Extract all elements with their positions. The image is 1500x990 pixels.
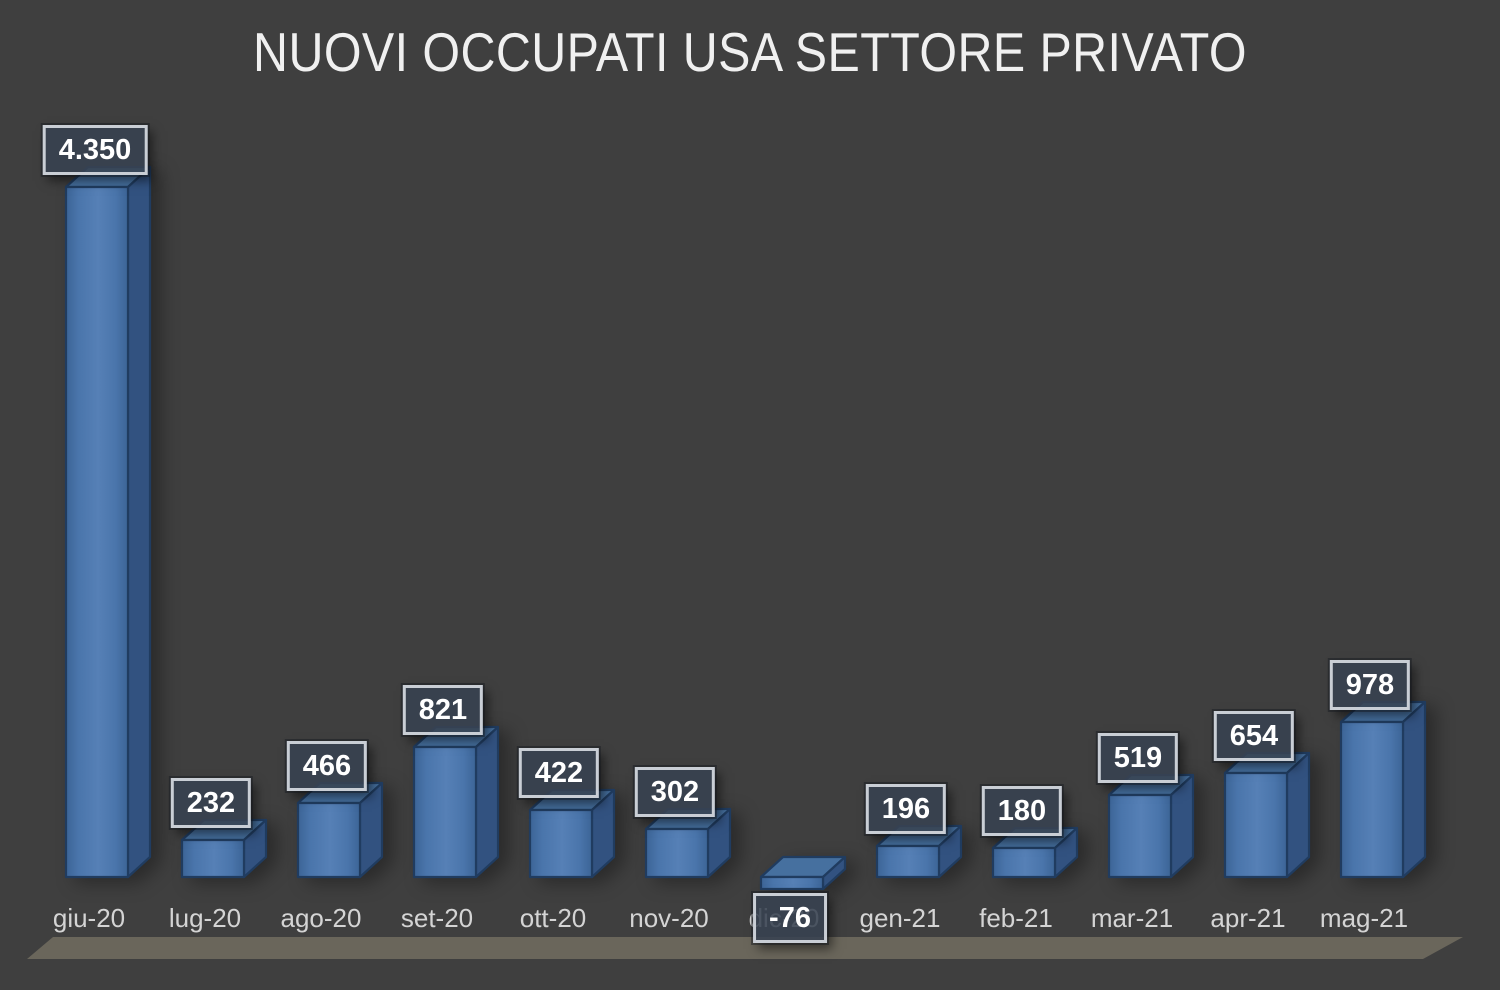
bar-value-label: 302	[634, 767, 716, 817]
bar-3d	[296, 781, 384, 879]
bar-front-face	[875, 844, 941, 879]
category-label: lug-20	[168, 903, 242, 933]
chart-floor-3d	[27, 937, 1463, 959]
bar-front-face	[412, 745, 478, 879]
bar-3d	[1339, 700, 1427, 879]
bar-side-face	[1401, 700, 1427, 879]
category-label: feb-21	[979, 903, 1053, 933]
category-label: nov-20	[629, 903, 709, 933]
bar-front-face	[644, 827, 710, 879]
bar-value-label: 821	[402, 685, 484, 735]
bar-front-face	[180, 838, 246, 879]
bar-3d	[759, 855, 847, 891]
category-label: gen-21	[859, 903, 941, 933]
bar-side-face	[126, 165, 152, 879]
bar-value-label: -76	[753, 893, 827, 943]
bar-3d	[412, 725, 500, 879]
bar-value-label: 422	[518, 748, 600, 798]
bar-front-face	[64, 185, 130, 879]
bar-front-face	[1107, 793, 1173, 879]
bar-front-face	[1223, 771, 1289, 879]
category-label: ago-20	[280, 903, 362, 933]
bar-value-label: 519	[1097, 733, 1179, 783]
bar-3d	[1107, 773, 1195, 879]
bar-value-label: 466	[286, 741, 368, 791]
bar-3d	[528, 788, 616, 879]
bar-front-face	[296, 801, 362, 879]
bar-3d	[1223, 751, 1311, 879]
bar-value-label: 978	[1329, 660, 1411, 710]
bar-3d	[64, 165, 152, 879]
chart-title: NUOVI OCCUPATI USA SETTORE PRIVATO	[253, 21, 1247, 83]
category-label: set-20	[400, 903, 474, 933]
category-label: giu-20	[52, 903, 126, 933]
bar-side-face	[1285, 751, 1311, 879]
bar-front-face	[991, 846, 1057, 879]
bar-value-label: 654	[1213, 711, 1295, 761]
bar-value-label: 4.350	[42, 125, 148, 175]
bar-value-label: 232	[170, 778, 252, 828]
category-label: mag-21	[1319, 903, 1409, 933]
category-label: apr-21	[1210, 903, 1286, 933]
bar-3d	[644, 807, 732, 879]
category-label: mar-21	[1090, 903, 1174, 933]
bar-front-face	[528, 808, 594, 879]
bar-value-label: 180	[981, 786, 1063, 836]
bar-side-face	[474, 725, 500, 879]
bar-front-face	[759, 875, 825, 891]
bar-front-face	[1339, 720, 1405, 879]
category-label: ott-20	[519, 903, 587, 933]
bar-value-label: 196	[865, 784, 947, 834]
